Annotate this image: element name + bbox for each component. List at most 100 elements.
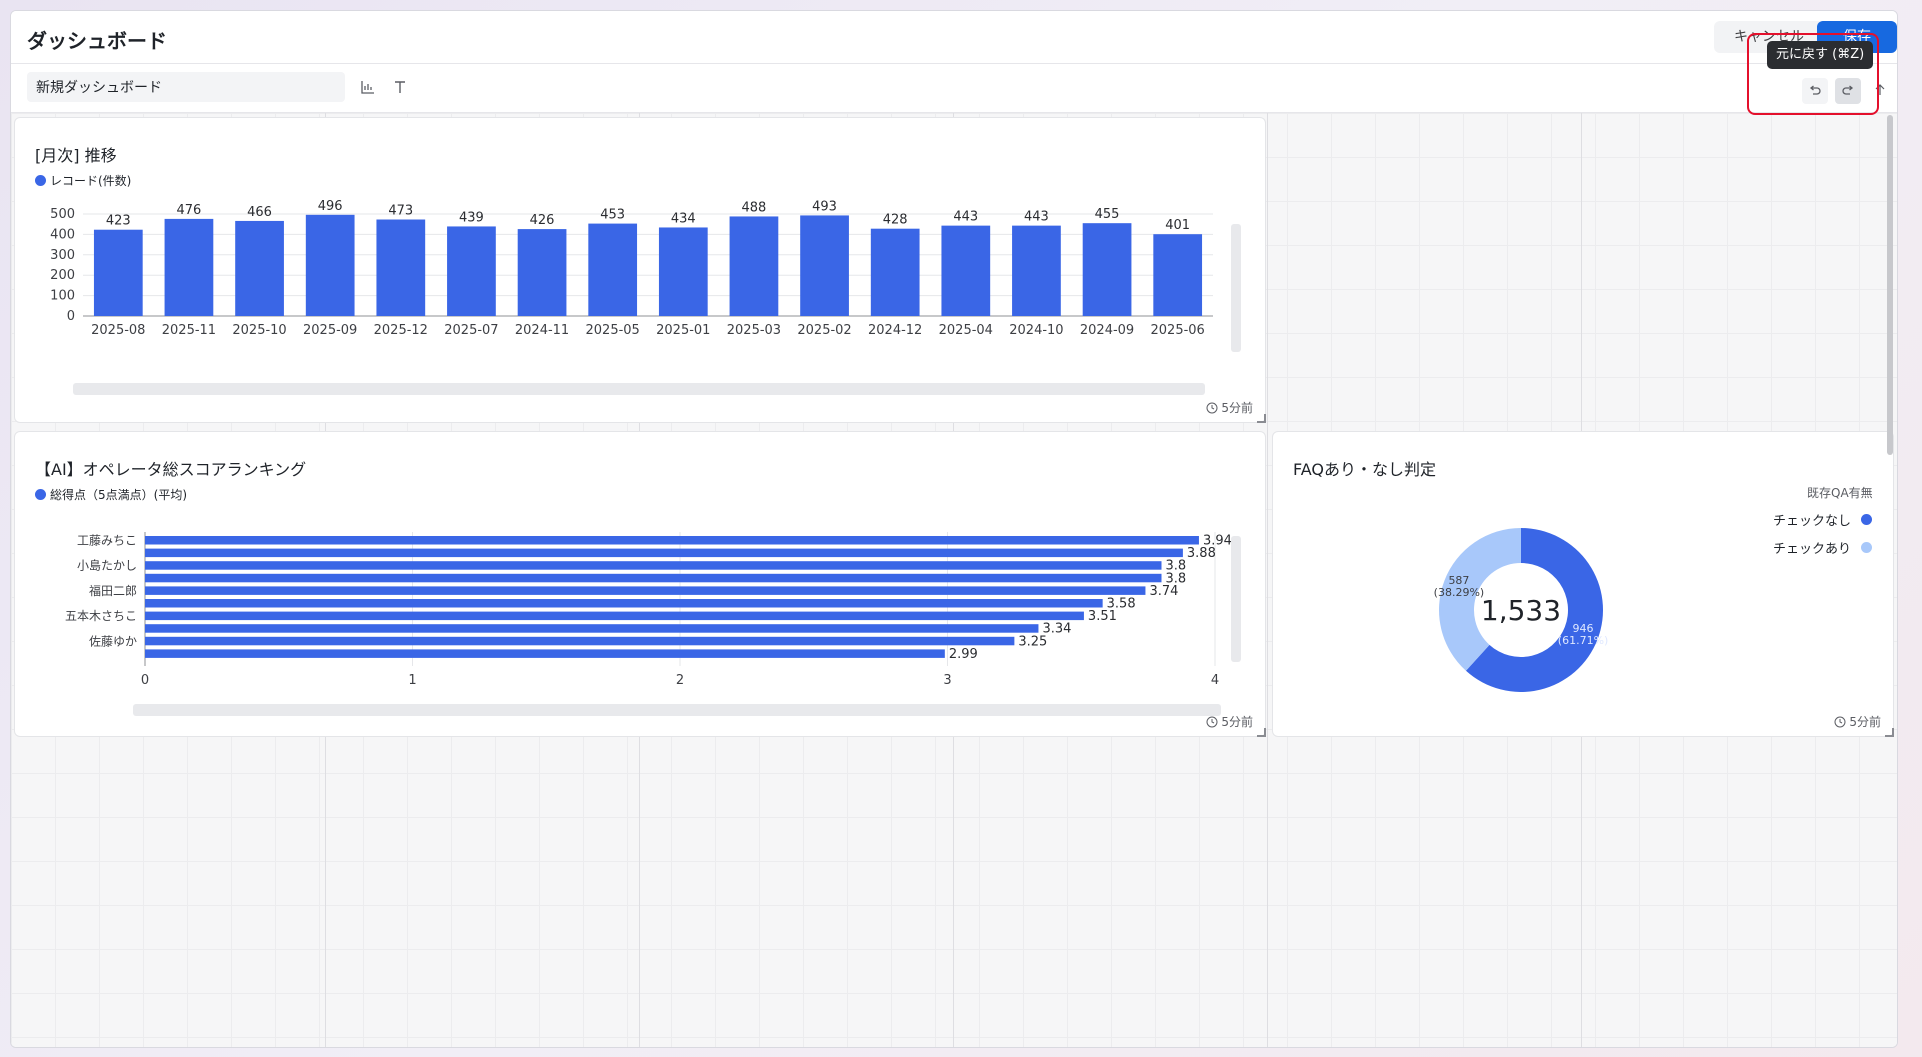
- chart-range-slider[interactable]: [73, 383, 1205, 395]
- bar-value-label: 428: [883, 213, 908, 228]
- x-tick-label: 2025-08: [91, 323, 145, 338]
- highlight-box: [1747, 33, 1879, 115]
- hbar: [145, 599, 1103, 608]
- bar: [93, 229, 143, 316]
- x-tick-label: 1: [408, 673, 416, 688]
- clock-icon: [1206, 402, 1218, 413]
- y-tick-label: 五本木さちこ: [65, 609, 137, 623]
- slice-value-label: 946: [1573, 622, 1594, 635]
- card-title: FAQあり・なし判定: [1293, 460, 1436, 479]
- card-title: [月次] 推移: [35, 146, 117, 165]
- slice-percent-label: (61.71%): [1558, 634, 1609, 647]
- chart-legend[interactable]: 総得点（5点満点）(平均): [35, 486, 187, 503]
- monthly-trend-card[interactable]: [月次] 推移 レコード(件数) 0 100 200 300 400 500 423 2025…: [14, 117, 1266, 423]
- page-title: ダッシュボード: [27, 29, 167, 53]
- clock-icon: [1206, 716, 1218, 727]
- y-tick-label: 佐藤ゆか: [89, 634, 137, 648]
- resize-handle[interactable]: [1257, 414, 1266, 423]
- x-tick-label: 2024-10: [1009, 323, 1063, 338]
- x-tick-label: 2025-07: [444, 323, 498, 338]
- bar-value-label: 426: [530, 213, 555, 228]
- chart-range-slider[interactable]: [133, 704, 1221, 716]
- hbar: [145, 649, 945, 658]
- bar: [588, 223, 638, 316]
- chart-legend[interactable]: レコード(件数): [35, 172, 131, 189]
- bar: [1082, 223, 1132, 316]
- hbar: [145, 536, 1199, 545]
- bar: [305, 214, 355, 316]
- add-chart-icon[interactable]: [357, 76, 379, 98]
- bar-value-label: 3.34: [1042, 622, 1071, 637]
- x-tick-label: 0: [141, 673, 149, 688]
- y-tick-label: 工藤みちこ: [77, 534, 137, 548]
- bar-value-label: 493: [812, 200, 837, 214]
- pie-legend-item[interactable]: チェックなし: [1773, 510, 1873, 529]
- page-scrollbar[interactable]: [1887, 115, 1893, 455]
- legend-dot-icon: [1861, 514, 1873, 525]
- x-tick-label: 2025-10: [232, 323, 286, 338]
- undo-icon: [1809, 85, 1821, 95]
- pie-slice: [1439, 528, 1521, 671]
- add-text-icon[interactable]: [389, 76, 411, 98]
- bar: [1153, 234, 1203, 316]
- bar: [517, 229, 567, 316]
- bar: [376, 219, 426, 316]
- bar-value-label: 466: [247, 205, 272, 220]
- x-tick-label: 4: [1211, 673, 1219, 688]
- y-tick-label: 0: [67, 309, 75, 324]
- ranking-hbar-chart: 0 1 2 3 43.94工藤みちこ3.883.8小島たかし3.83.74福田二郎3.5…: [65, 532, 1232, 688]
- bar-value-label: 3.25: [1018, 634, 1047, 649]
- x-tick-label: 2: [676, 673, 684, 688]
- bar-value-label: 439: [459, 210, 484, 225]
- bar-value-label: 3.51: [1088, 609, 1117, 624]
- slice-percent-label: (38.29%): [1434, 586, 1485, 599]
- legend-dot-icon: [35, 489, 46, 500]
- bar-value-label: 3.8: [1166, 571, 1187, 586]
- x-tick-label: 2025-01: [656, 323, 710, 338]
- monthly-bar-chart: 0 100 200 300 400 500 423 2025-08 476 2025-11 466 2…: [50, 200, 1213, 338]
- faq-judgement-card[interactable]: FAQあり・なし判定 既存QA有無 チェックなし チェックあり 946 (61.7…: [1272, 431, 1894, 737]
- slice-value-label: 587: [1448, 574, 1469, 587]
- card-title: 【AI】オペレータ総スコアランキング: [35, 460, 307, 479]
- bar: [447, 226, 496, 316]
- bar: [941, 225, 991, 316]
- bar-value-label: 3.8: [1166, 559, 1187, 574]
- redo-button[interactable]: [1835, 78, 1861, 104]
- bar: [800, 215, 849, 316]
- x-tick-label: 2025-05: [586, 323, 640, 338]
- chart-scroll-handle[interactable]: [1231, 536, 1241, 662]
- pie-legend-item[interactable]: チェックあり: [1773, 538, 1873, 557]
- hbar: [145, 561, 1162, 570]
- legend-label: 総得点（5点満点）(平均): [50, 488, 187, 502]
- hbar: [145, 636, 1015, 646]
- hbar: [145, 611, 1084, 621]
- bar-value-label: 476: [177, 203, 202, 218]
- legend-label: レコード(件数): [50, 174, 132, 188]
- y-tick-label: 200: [50, 268, 75, 283]
- operator-ranking-card[interactable]: 【AI】オペレータ総スコアランキング 総得点（5点満点）(平均) 0 1 2 3 4 3.…: [14, 431, 1266, 737]
- updated-label: 5分前: [1849, 715, 1881, 729]
- bar-value-label: 473: [388, 204, 413, 219]
- resize-handle[interactable]: [1257, 728, 1266, 737]
- update-info: 5分前: [1206, 399, 1253, 416]
- grid-column-line: [1267, 113, 1268, 1047]
- y-tick-label: 福田二郎: [89, 583, 137, 598]
- dashboard-name-input[interactable]: [27, 72, 345, 102]
- undo-button[interactable]: [1802, 78, 1828, 104]
- donut-total-label: 1,533: [1481, 594, 1561, 627]
- x-tick-label: 2025-09: [303, 323, 357, 338]
- faq-donut-chart: 946(61.71%) 587(38.29%)1,533: [1434, 528, 1609, 692]
- bar-value-label: 443: [1024, 210, 1049, 225]
- redo-icon: [1842, 85, 1854, 95]
- resize-handle[interactable]: [1885, 728, 1894, 737]
- hbar: [145, 624, 1039, 633]
- bar: [235, 220, 284, 316]
- bar-value-label: 401: [1165, 218, 1190, 233]
- dashboard-canvas: [月次] 推移 レコード(件数) 0 100 200 300 400 500 423 2025…: [11, 113, 1897, 1047]
- bar-value-label: 3.74: [1149, 584, 1178, 599]
- update-info: 5分前: [1206, 713, 1253, 730]
- chart-scroll-handle[interactable]: [1231, 224, 1241, 352]
- bar-value-label: 3.88: [1187, 546, 1216, 561]
- hbar: [145, 586, 1146, 595]
- bar-value-label: 496: [318, 200, 343, 214]
